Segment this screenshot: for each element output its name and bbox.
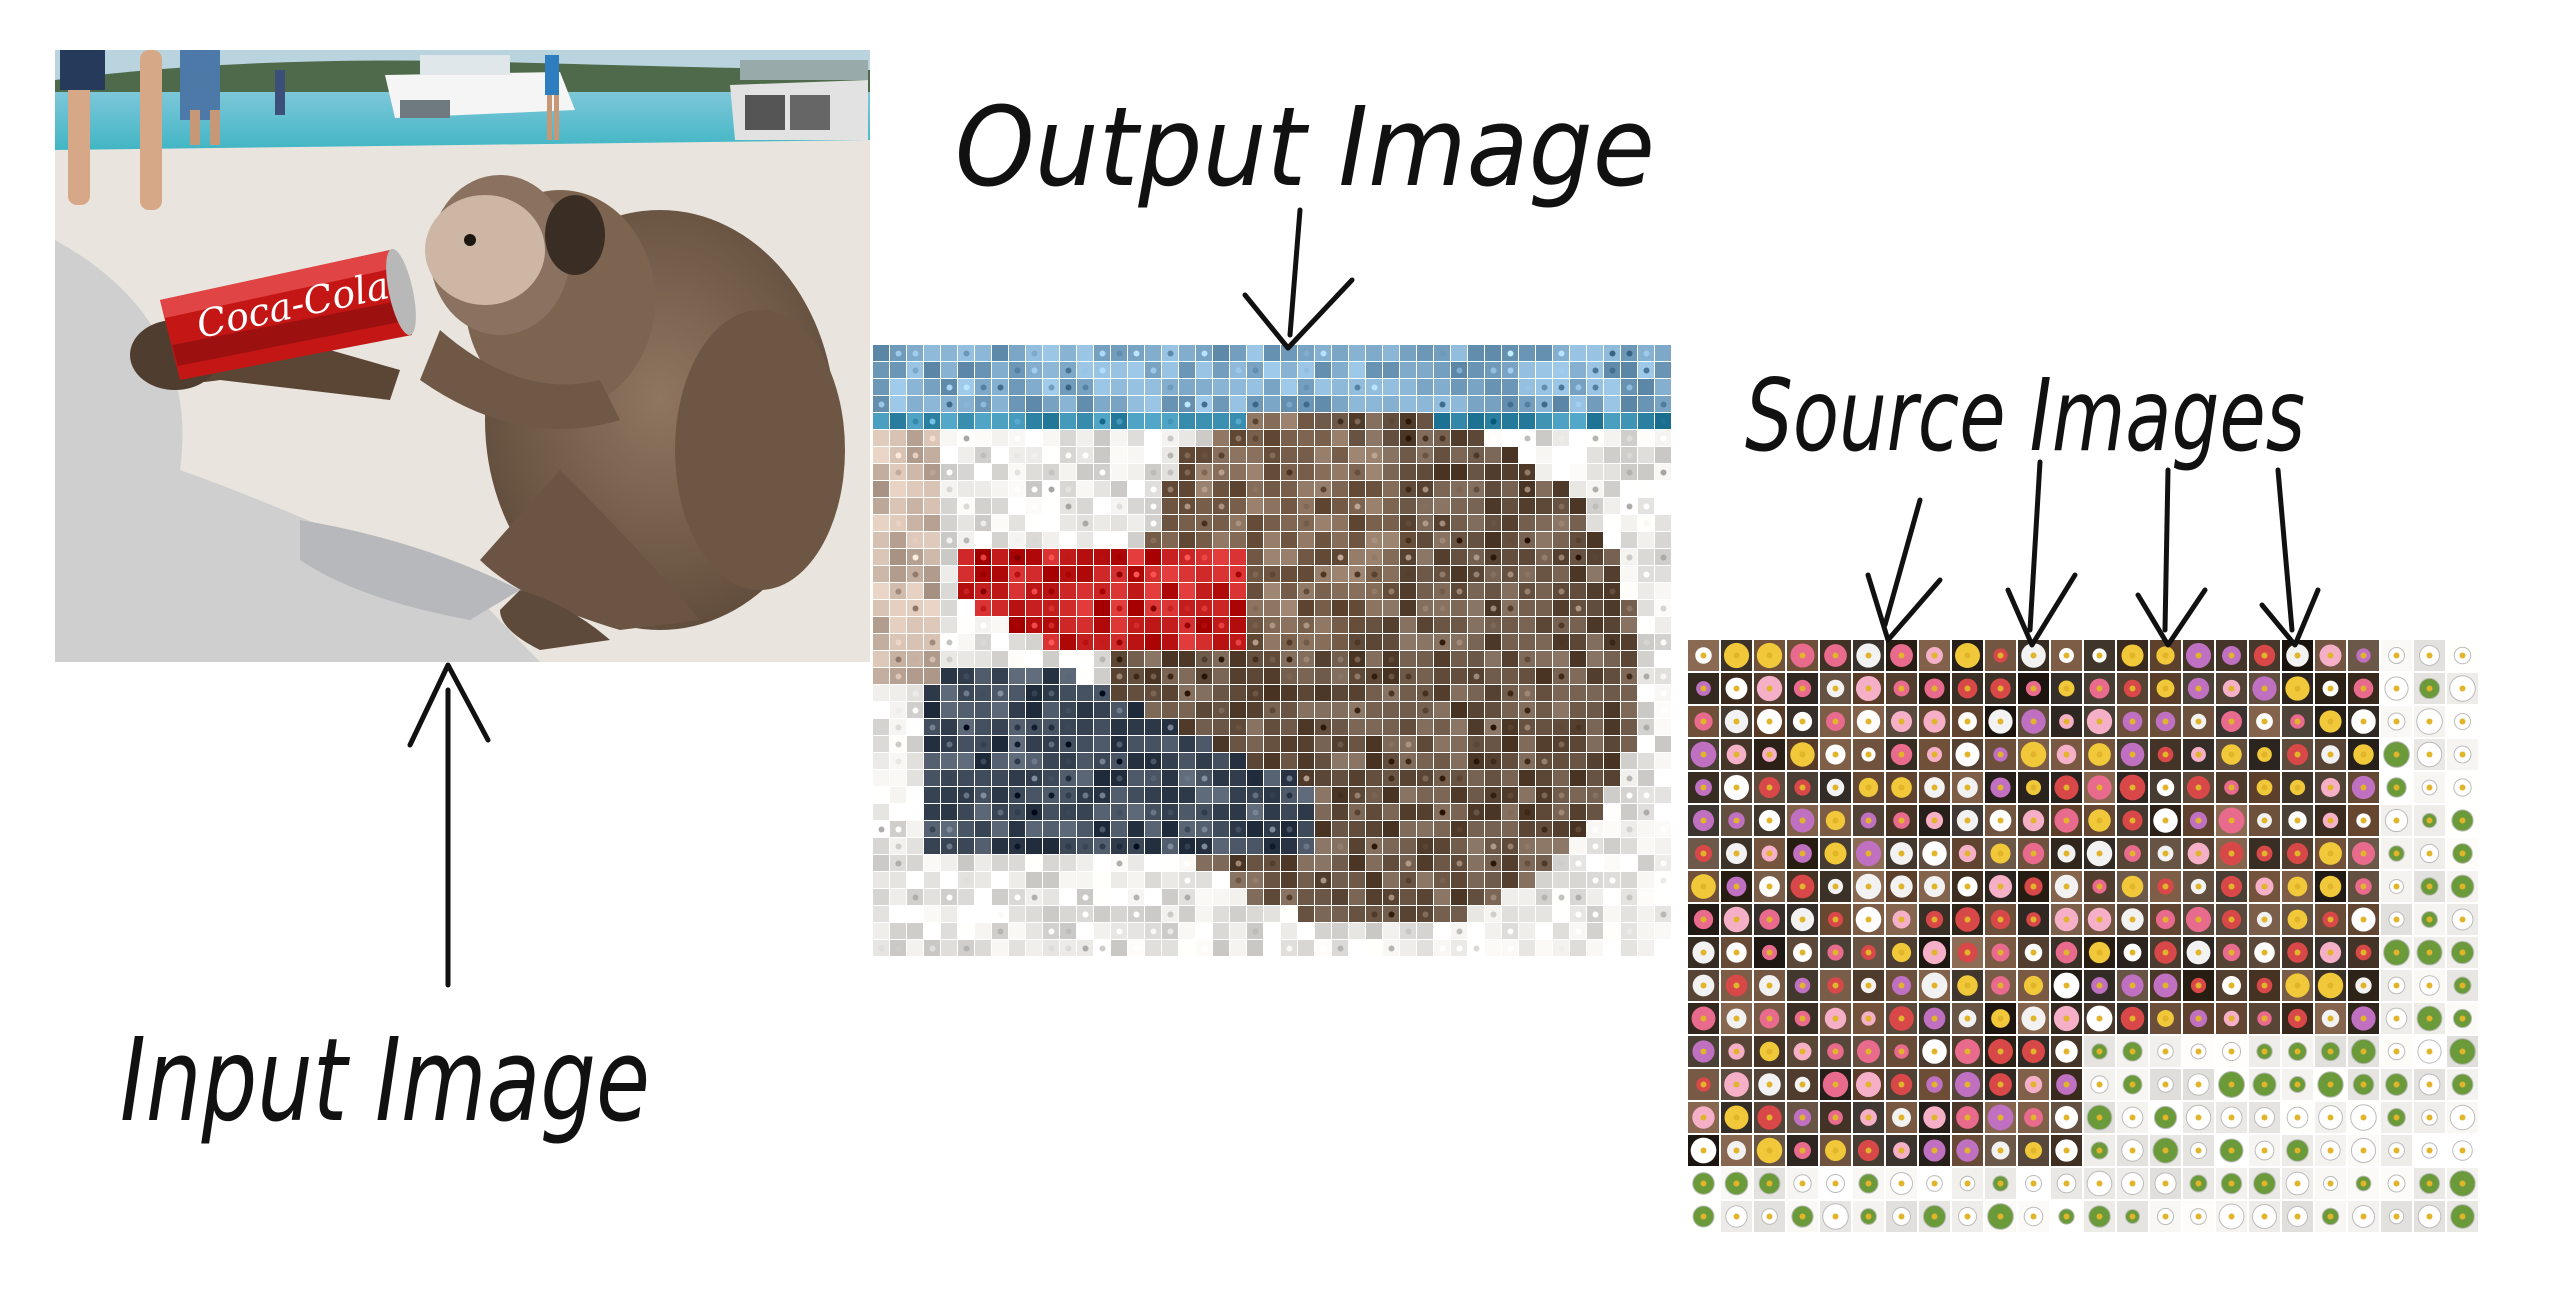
output-image-mosaic — [873, 345, 1671, 956]
input-image-photo: Coca-Cola — [55, 50, 870, 662]
source-arrow-1 — [1865, 497, 1943, 643]
person-legs — [60, 50, 559, 210]
source-images-label: Source Images — [1745, 357, 2305, 474]
source-images-grid — [1688, 640, 2478, 1232]
source-arrow-3 — [2135, 467, 2208, 648]
input-arrow — [407, 662, 491, 988]
source-arrow-2 — [2005, 459, 2078, 648]
boat-right — [730, 60, 868, 140]
output-arrow — [1242, 207, 1355, 351]
source-arrow-4 — [2259, 467, 2321, 648]
monkey — [130, 175, 845, 650]
output-image-label: Output Image — [955, 83, 1655, 211]
input-image-label: Input Image — [120, 1014, 650, 1148]
boat-left — [385, 55, 575, 118]
